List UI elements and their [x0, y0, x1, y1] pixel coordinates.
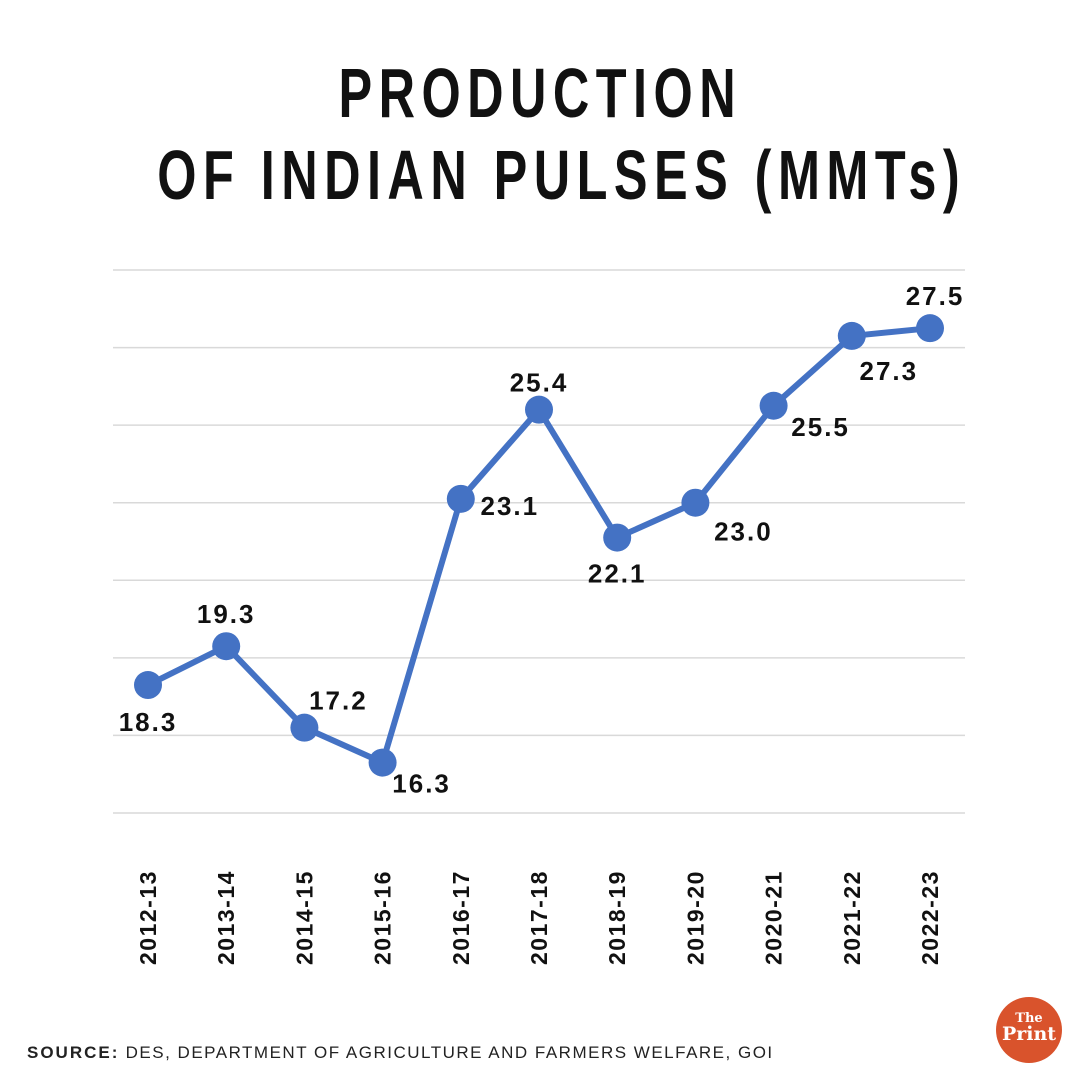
x-tick-label: 2012-13 [135, 870, 161, 965]
data-point [290, 713, 319, 742]
data-label: 27.3 [859, 356, 918, 386]
data-point [525, 395, 553, 424]
x-tick-label: 2015-16 [370, 870, 396, 965]
x-tick-label: 2018-19 [604, 870, 630, 965]
x-tick-label: 2019-20 [682, 870, 708, 965]
data-label: 25.5 [791, 412, 850, 442]
logo-the: The [1015, 1011, 1043, 1026]
x-tick-label: 2017-18 [526, 870, 552, 965]
data-label: 25.4 [510, 368, 569, 398]
data-label: 16.3 [392, 769, 451, 799]
data-point [446, 484, 475, 513]
x-tick-label: 2014-15 [291, 870, 317, 965]
x-tick-label: 2022-23 [917, 870, 943, 965]
line-chart: 18.3 19.3 17.2 16.3 23.1 25.4 22.1 23.0 25.5 27.3… [113, 269, 965, 965]
data-label: 17.2 [309, 686, 368, 716]
data-label: 27.5 [906, 281, 965, 311]
data-label: 19.3 [197, 599, 256, 629]
x-tick-label: 2020-21 [761, 870, 787, 965]
source-text: DES, DEPARTMENT OF AGRICULTURE AND FARME… [125, 1043, 774, 1062]
data-point [837, 321, 866, 350]
data-point [134, 671, 162, 700]
logo-print: Print [1001, 1023, 1057, 1045]
x-tick-label: 2016-17 [448, 870, 474, 965]
source-note: SOURCE: DES, DEPARTMENT OF AGRICULTURE A… [27, 1043, 774, 1063]
data-label: 22.1 [588, 559, 647, 589]
chart-title-line2: OF INDIAN PULSES (MMTs) [157, 136, 967, 214]
chart-title-line1: PRODUCTION [338, 54, 742, 132]
data-point [759, 391, 788, 420]
data-point [368, 748, 397, 777]
data-point [603, 523, 632, 552]
data-point [681, 488, 710, 517]
data-label: 23.1 [480, 491, 539, 521]
data-point [212, 632, 241, 661]
data-point [916, 314, 944, 343]
x-tick-label: 2013-14 [213, 870, 239, 965]
source-label: SOURCE: [27, 1043, 120, 1062]
data-label: 23.0 [714, 517, 773, 547]
x-tick-label: 2021-22 [839, 870, 865, 965]
theprint-logo: The Print [996, 997, 1062, 1063]
data-label: 18.3 [119, 707, 178, 737]
